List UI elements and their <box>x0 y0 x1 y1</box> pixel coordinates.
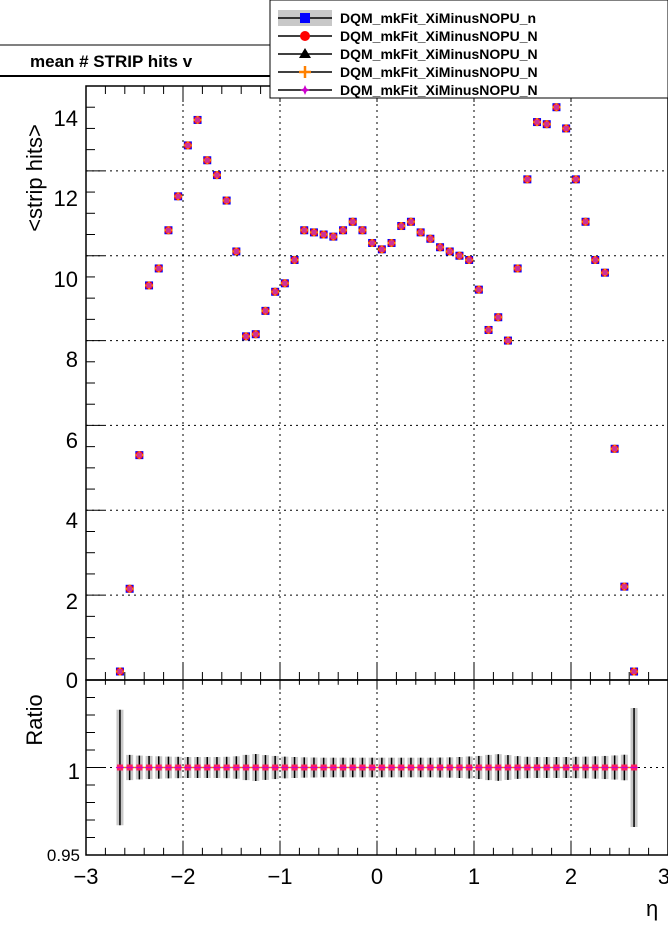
data-point-star <box>117 669 123 675</box>
data-point-star <box>466 257 472 263</box>
legend-entry: DQM_mkFit_XiMinusNOPU_N <box>278 46 538 62</box>
data-point-star <box>272 289 278 295</box>
data-point-star <box>592 257 598 263</box>
data-point-star <box>544 121 550 127</box>
main-grid <box>86 86 668 680</box>
data-point-star <box>165 227 171 233</box>
data-point-star <box>340 227 346 233</box>
data-point-star <box>389 240 395 246</box>
data-point-star <box>359 227 365 233</box>
data-point-star <box>292 257 298 263</box>
legend-label: DQM_mkFit_XiMinusNOPU_n <box>340 10 536 26</box>
data-point-star <box>253 331 259 337</box>
data-point-star <box>486 327 492 333</box>
x-axis-label: η <box>646 896 658 921</box>
data-point-star <box>621 584 627 590</box>
data-point-star <box>427 236 433 242</box>
legend-label: DQM_mkFit_XiMinusNOPU_N <box>340 64 538 80</box>
legend-label: DQM_mkFit_XiMinusNOPU_N <box>340 82 538 98</box>
data-point-star <box>204 157 210 163</box>
data-point-star <box>243 333 249 339</box>
legend-marker-circle <box>300 31 310 41</box>
legend-label: DQM_mkFit_XiMinusNOPU_N <box>340 46 538 62</box>
data-point-star <box>282 280 288 286</box>
data-point-star <box>418 229 424 235</box>
data-point-star <box>563 125 569 131</box>
y-tick-label: 8 <box>66 347 78 372</box>
data-point-star <box>369 240 375 246</box>
x-tick-labels: −3 −2 −1 0 1 2 3 <box>73 864 668 889</box>
data-point-star <box>321 232 327 237</box>
legend: DQM_mkFit_XiMinusNOPU_n DQM_mkFit_XiMinu… <box>269 0 668 99</box>
data-point-star <box>398 223 404 229</box>
data-point-star <box>602 270 608 276</box>
data-point-star <box>631 669 637 675</box>
ratio-y-axis-label: Ratio <box>22 694 47 745</box>
y-tick-label: 0 <box>66 668 78 693</box>
y-tick-label: 10 <box>54 267 78 292</box>
y-tick-label: 14 <box>54 106 78 131</box>
ratio-y-tick-label: 1 <box>68 759 80 784</box>
data-point-star <box>136 452 142 458</box>
x-tick-label: 2 <box>565 864 577 889</box>
data-point-star <box>573 176 579 182</box>
data-point-star <box>175 193 181 199</box>
axis-ticks <box>85 85 668 856</box>
data-point-star <box>456 253 462 259</box>
data-point-star <box>583 219 589 225</box>
legend-entry: DQM_mkFit_XiMinusNOPU_N <box>278 64 538 80</box>
data-point-star <box>224 198 230 204</box>
data-point-star <box>515 265 521 271</box>
x-tick-label: 0 <box>371 864 383 889</box>
data-point-star <box>437 244 443 250</box>
legend-marker-star <box>300 85 310 95</box>
data-point-star <box>612 446 618 452</box>
data-point-star <box>350 219 356 225</box>
title-box: mean # STRIP hits v <box>0 44 290 77</box>
y-tick-label: 4 <box>66 508 78 533</box>
data-point-star <box>195 117 201 123</box>
y-tick-label: 2 <box>66 589 78 614</box>
legend-marker-square <box>300 13 310 23</box>
data-point-star <box>495 314 501 320</box>
x-tick-label: −3 <box>73 864 98 889</box>
legend-entry: DQM_mkFit_XiMinusNOPU_N <box>278 28 538 44</box>
chart-title: mean # STRIP hits v <box>30 52 193 71</box>
data-point-star <box>146 282 152 288</box>
x-tick-label: 3 <box>658 864 668 889</box>
legend-entry: DQM_mkFit_XiMinusNOPU_n <box>278 10 536 26</box>
data-point-star <box>534 119 540 125</box>
data-point-star <box>330 234 336 240</box>
data-point-star <box>379 246 385 252</box>
data-point-star <box>156 265 162 271</box>
data-point-star <box>311 229 317 235</box>
data-point-star <box>505 338 511 344</box>
ratio-points <box>115 764 639 771</box>
legend-label: DQM_mkFit_XiMinusNOPU_N <box>340 28 538 44</box>
data-point-star <box>476 287 482 293</box>
data-point-star <box>233 248 239 254</box>
data-point-star <box>301 227 307 233</box>
legend-entry: DQM_mkFit_XiMinusNOPU_N <box>278 82 538 98</box>
data-point-star <box>127 586 133 592</box>
data-point-star <box>214 172 220 178</box>
data-point-star <box>262 308 268 314</box>
x-tick-label: −1 <box>267 864 292 889</box>
data-point-star <box>553 104 559 110</box>
y-tick-label: 12 <box>54 186 78 211</box>
x-tick-label: 1 <box>468 864 480 889</box>
data-point-star <box>524 176 530 182</box>
main-points <box>115 103 639 676</box>
y-tick-labels: 0 2 4 6 8 10 12 14 <box>54 106 78 693</box>
legend-marker-triangle <box>299 48 311 58</box>
y-axis-label: <strip hits> <box>22 124 47 232</box>
data-point-star <box>447 248 453 254</box>
y-tick-label: 6 <box>66 428 78 453</box>
x-tick-label: −2 <box>170 864 195 889</box>
data-point-star <box>185 142 191 148</box>
ratio-y-tick-labels: 0.95 1 <box>47 759 80 865</box>
data-point-star <box>408 219 414 225</box>
ratio-y-tick-label: 0.95 <box>47 846 80 865</box>
